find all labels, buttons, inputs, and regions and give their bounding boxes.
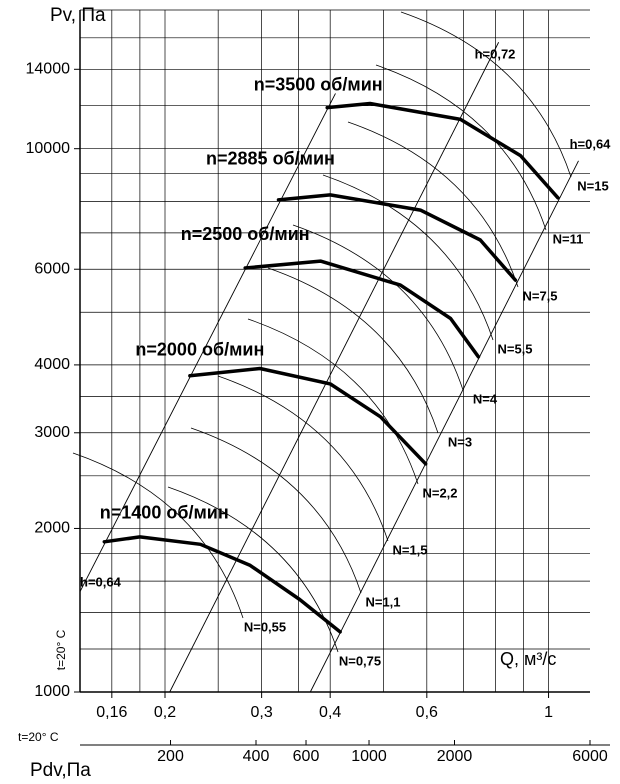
- x-tick-label: 1: [544, 704, 553, 721]
- speed-curve: [102, 535, 342, 634]
- x2-tick-label: 400: [243, 748, 270, 765]
- y-axis-title: Pv, Па: [50, 5, 106, 26]
- x-tick-label: 0,16: [96, 704, 127, 721]
- power-label: N=0,55: [244, 619, 286, 634]
- note: t=20° C: [18, 730, 59, 744]
- speed-curve: [276, 193, 518, 282]
- x-tick-label: 0,6: [416, 704, 438, 721]
- x-tick-label: 0,2: [154, 704, 176, 721]
- x-tick-label: 0,4: [319, 704, 341, 721]
- efficiency-label: h=0,64: [570, 136, 612, 151]
- power-label: N=7,5: [522, 288, 557, 303]
- speed-curve: [325, 101, 560, 200]
- power-curve: [217, 375, 389, 542]
- power-curve: [400, 11, 572, 178]
- y-tick-label: 6000: [34, 260, 70, 277]
- power-label: N=15: [577, 178, 608, 193]
- series-label: n=3500 об/мин: [254, 74, 383, 94]
- x2-tick-label: 600: [293, 748, 320, 765]
- power-label: N=3: [448, 434, 472, 449]
- x2-tick-label: 200: [157, 748, 184, 765]
- power-label: N=5,5: [497, 341, 532, 356]
- x-axis-title: Q, м³/с: [500, 649, 556, 669]
- x2-tick-label: 6000: [572, 748, 608, 765]
- efficiency-label: h=0,64: [80, 574, 122, 589]
- power-curve: [72, 452, 244, 619]
- power-label: N=2,2: [422, 485, 457, 500]
- series-label: n=2000 об/мин: [135, 340, 264, 360]
- y-tick-label: 2000: [34, 520, 70, 537]
- series-label: n=2500 об/мин: [181, 224, 310, 244]
- power-curve: [247, 318, 419, 485]
- power-label: N=4: [473, 391, 498, 406]
- series-label: n=2885 об/мин: [206, 149, 335, 169]
- power-curve: [190, 427, 362, 594]
- efficiency-line: [309, 160, 579, 693]
- x-tick-label: 0,3: [251, 704, 273, 721]
- y-tick-label: 14000: [26, 61, 71, 78]
- power-label: N=0,75: [339, 653, 381, 668]
- y-tick-label: 1000: [34, 683, 70, 700]
- x2-tick-label: 2000: [437, 748, 473, 765]
- power-curve: [375, 64, 547, 231]
- power-curve: [267, 267, 439, 434]
- power-label: N=1,1: [365, 594, 400, 609]
- y-tick-label: 3000: [34, 424, 70, 441]
- power-label: N=11: [553, 231, 584, 246]
- note: t=20° C: [54, 629, 68, 670]
- power-curve: [347, 121, 519, 288]
- power-curve: [322, 174, 494, 341]
- power-label: N=1,5: [392, 542, 427, 557]
- y-tick-label: 4000: [34, 356, 70, 373]
- series-label: n=1400 об/мин: [100, 503, 229, 523]
- speed-curve: [188, 366, 428, 466]
- x2-tick-label: 1000: [351, 748, 387, 765]
- power-curve: [292, 224, 464, 391]
- speed-curve: [243, 259, 481, 359]
- y-tick-label: 10000: [26, 140, 71, 157]
- efficiency-line: [79, 93, 336, 592]
- efficiency-label: h=0,72: [475, 46, 516, 61]
- efficiency-line: [169, 42, 500, 693]
- x2-axis-title: Pdv,Па: [30, 760, 91, 781]
